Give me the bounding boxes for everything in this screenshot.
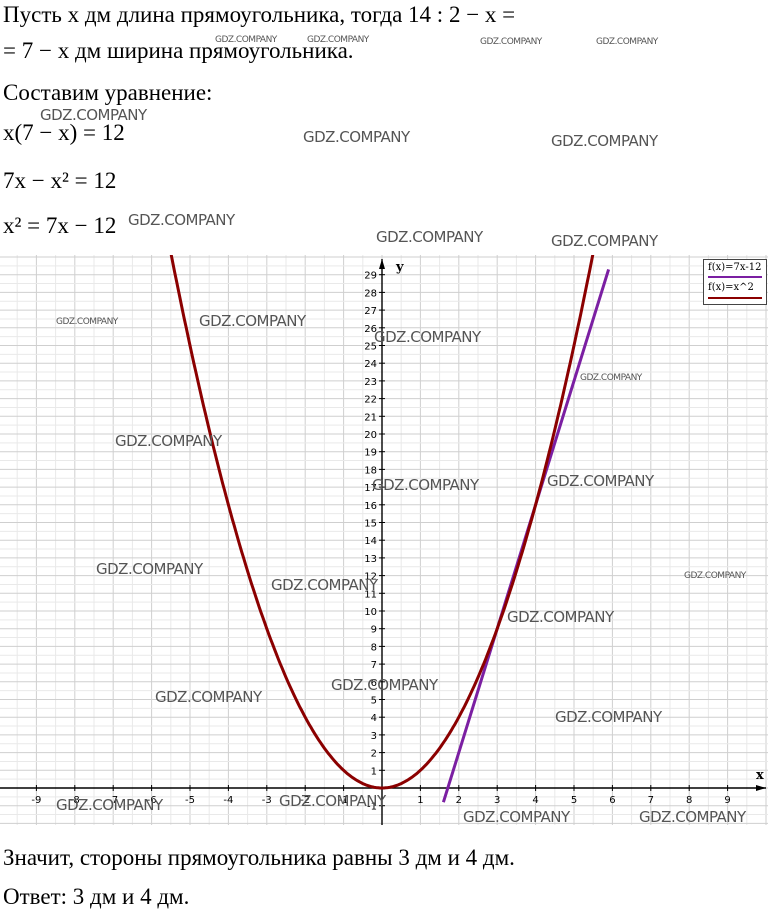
- y-tick-label: 28: [364, 288, 377, 299]
- chart-legend: f(x)=7x-12 f(x)=x^2: [703, 259, 767, 305]
- conclusion-text: Значит, стороны прямоугольника равны 3 д…: [3, 845, 515, 870]
- x-tick-label: -5: [185, 795, 195, 806]
- watermark: GDZ.COMPANY: [555, 708, 662, 726]
- text-line-1: Пусть x дм длина прямоугольника, тогда 1…: [3, 2, 516, 27]
- x-tick-label: -2: [300, 795, 310, 806]
- legend-label-line: f(x)=7x-12: [708, 262, 762, 273]
- equation-3: x² = 7x − 12: [3, 213, 117, 238]
- x-axis-arrow: [756, 785, 766, 791]
- answer-text: Ответ: 3 дм и 4 дм.: [3, 884, 190, 909]
- watermark: GDZ.COMPANY: [480, 37, 542, 47]
- y-axis-label: y: [395, 260, 404, 275]
- watermark: GDZ.COMPANY: [507, 608, 614, 626]
- watermark: GDZ.COMPANY: [639, 808, 746, 826]
- y-tick-label: 9: [371, 625, 377, 636]
- x-tick-label: 5: [571, 795, 577, 806]
- x-tick-label: 4: [532, 795, 538, 806]
- y-tick-label: 13: [364, 554, 377, 565]
- watermark: GDZ.COMPANY: [551, 132, 658, 150]
- watermark: GDZ.COMPANY: [331, 676, 438, 694]
- y-tick-label: 27: [364, 306, 377, 317]
- y-tick-label: 16: [364, 501, 377, 512]
- watermark: GDZ.COMPANY: [279, 792, 386, 810]
- x-tick-label: 7: [648, 795, 654, 806]
- y-tick-label: 24: [364, 359, 377, 370]
- watermark: GDZ.COMPANY: [155, 688, 262, 706]
- y-axis-arrow: [379, 259, 385, 269]
- y-tick-label: 3: [371, 731, 377, 742]
- equation-2: 7x − x² = 12: [3, 168, 117, 193]
- x-tick-label: 1: [417, 795, 423, 806]
- x-tick-label: -6: [147, 795, 157, 806]
- watermark: GDZ.COMPANY: [596, 37, 658, 47]
- watermark: GDZ.COMPANY: [372, 476, 479, 494]
- watermark: GDZ.COMPANY: [580, 373, 642, 383]
- x-tick-label: -3: [262, 795, 272, 806]
- watermark: GDZ.COMPANY: [303, 128, 410, 146]
- y-tick-label: 12: [364, 572, 377, 583]
- watermark: GDZ.COMPANY: [463, 808, 570, 826]
- watermark: GDZ.COMPANY: [374, 328, 481, 346]
- watermark: GDZ.COMPANY: [376, 228, 483, 246]
- y-tick-label: 8: [371, 642, 377, 653]
- watermark: GDZ.COMPANY: [40, 106, 147, 124]
- y-tick-label: 4: [371, 713, 377, 724]
- y-tick-label: -1: [367, 802, 377, 813]
- y-tick-label: 19: [364, 448, 377, 459]
- watermark: GDZ.COMPANY: [199, 312, 306, 330]
- y-tick-label: 22: [364, 395, 377, 406]
- x-tick-label: 6: [609, 795, 615, 806]
- y-tick-label: 18: [364, 465, 377, 476]
- text-line-3: Составим уравнение:: [3, 80, 213, 105]
- watermark: GDZ.COMPANY: [96, 560, 203, 578]
- x-tick-label: -8: [70, 795, 80, 806]
- y-tick-label: 10: [364, 607, 377, 618]
- watermark: GDZ.COMPANY: [115, 432, 222, 450]
- watermark: GDZ.COMPANY: [56, 796, 163, 814]
- y-tick-label: 5: [371, 696, 377, 707]
- y-tick-label: 11: [364, 589, 377, 600]
- text-line-2: = 7 − x дм ширина прямоугольника.: [3, 38, 354, 63]
- watermark: GDZ.COMPANY: [547, 472, 654, 490]
- x-tick-label: -4: [223, 795, 233, 806]
- watermark: GDZ.COMPANY: [128, 211, 235, 229]
- y-tick-label: 14: [364, 536, 377, 547]
- y-tick-label: 6: [371, 678, 377, 689]
- x-tick-label: -1: [339, 795, 349, 806]
- x-tick-label: 3: [494, 795, 500, 806]
- y-tick-label: 29: [364, 271, 377, 282]
- equation-1: x(7 − x) = 12: [3, 120, 125, 145]
- y-tick-label: 1: [371, 766, 377, 777]
- y-tick-label: 2: [371, 749, 377, 760]
- x-tick-label: 8: [686, 795, 692, 806]
- function-graph: xy-9 -8 -7 -6 -5 -4 -3 -2 -1 1 2 3 4 5 6 7 8 9-1123456789…: [0, 255, 768, 825]
- watermark: GDZ.COMPANY: [684, 571, 746, 581]
- legend-swatch-parabola: [708, 297, 762, 299]
- watermark: GDZ.COMPANY: [307, 35, 369, 45]
- watermark: GDZ.COMPANY: [215, 35, 277, 45]
- x-tick-label: 9: [724, 795, 730, 806]
- y-tick-label: 7: [371, 660, 377, 671]
- y-tick-label: 20: [364, 430, 377, 441]
- y-tick-label: 23: [364, 377, 377, 388]
- x-tick-label: 2: [456, 795, 462, 806]
- legend-label-parabola: f(x)=x^2: [708, 282, 754, 293]
- x-tick-label: -9: [31, 795, 41, 806]
- legend-swatch-line: [708, 276, 762, 278]
- y-tick-label: 15: [364, 519, 377, 530]
- y-tick-label: 25: [364, 342, 377, 353]
- watermark: GDZ.COMPANY: [271, 576, 378, 594]
- y-tick-label: 26: [364, 324, 377, 335]
- y-tick-label: 21: [364, 412, 377, 423]
- y-tick-label: 17: [364, 483, 377, 494]
- watermark: GDZ.COMPANY: [56, 317, 118, 327]
- x-tick-label: -7: [108, 795, 118, 806]
- x-axis-label: x: [756, 768, 764, 783]
- watermark: GDZ.COMPANY: [551, 232, 658, 250]
